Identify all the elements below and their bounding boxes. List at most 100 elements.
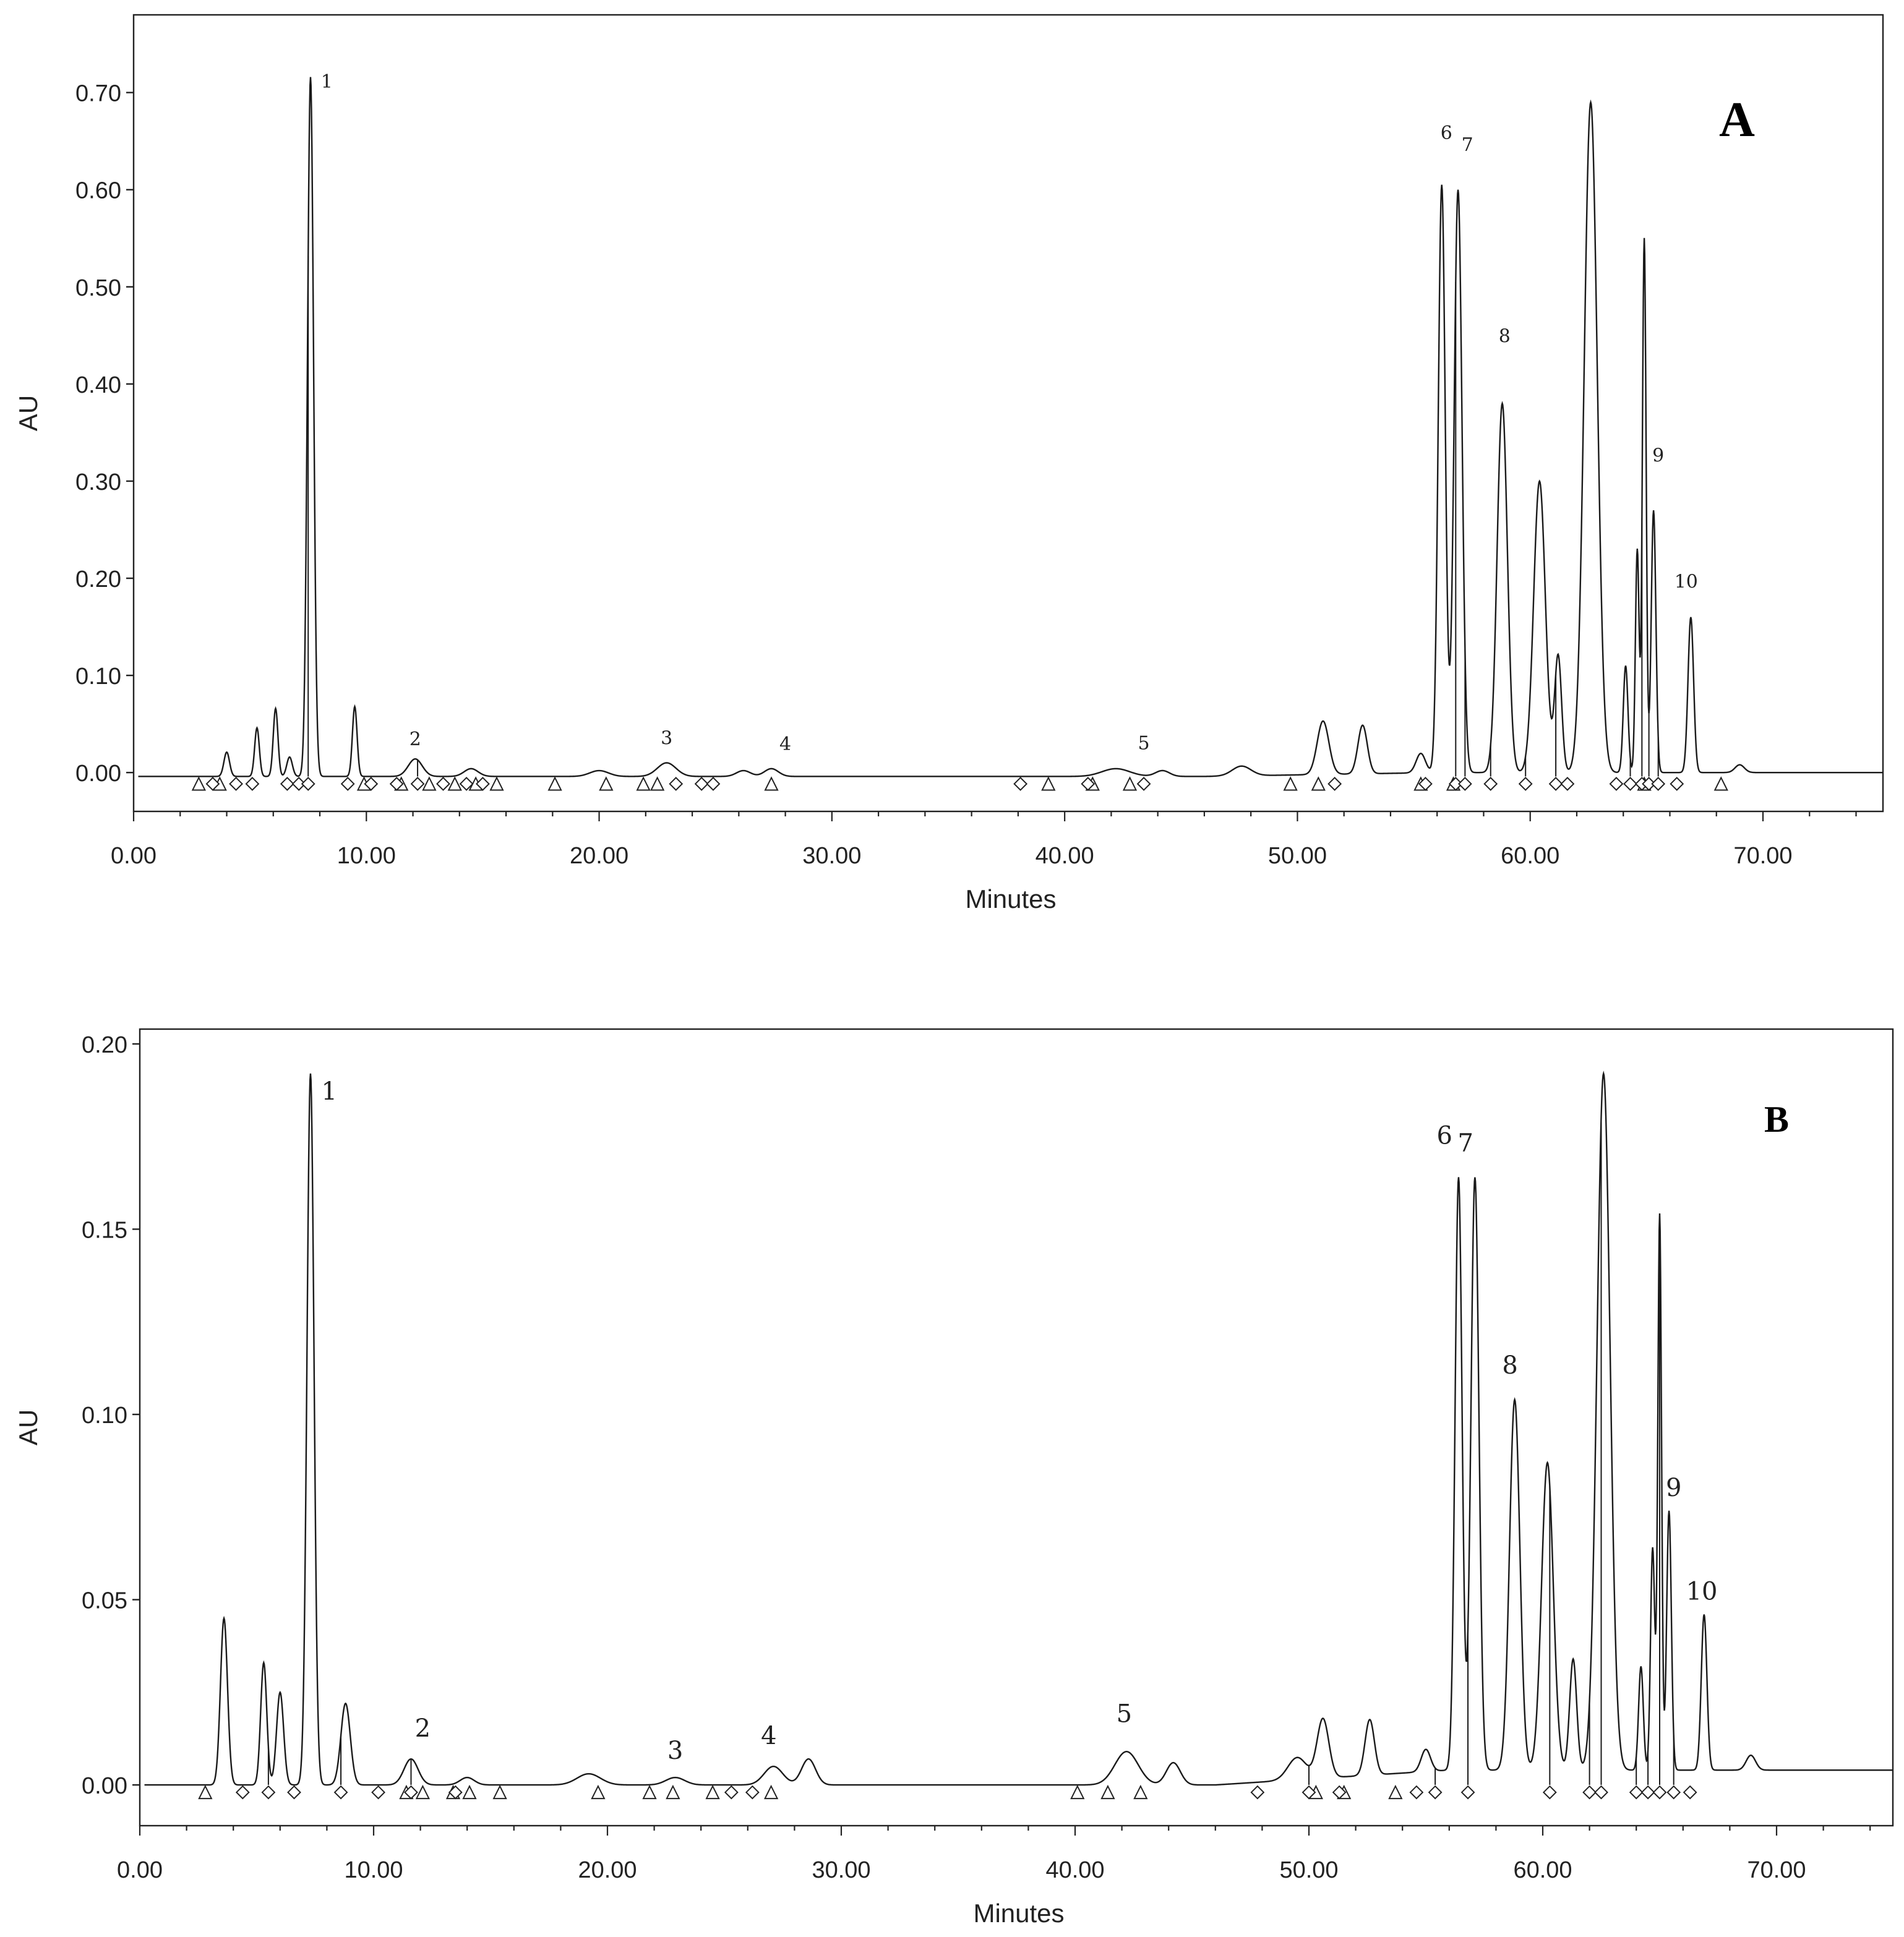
panel-a-peak-start-marker xyxy=(547,776,562,791)
panel-b-peak-end-marker xyxy=(1629,1785,1644,1800)
panel-b-peak-end-marker xyxy=(745,1785,760,1800)
panel-a-peak-end-marker xyxy=(291,777,306,791)
panel-b-peak-start-marker xyxy=(1388,1784,1403,1800)
panel-a-y-axis-label: AU xyxy=(14,395,43,431)
panel-b-peak-end-marker xyxy=(287,1785,301,1800)
panel-b-peak-label: 2 xyxy=(415,1714,431,1743)
chromatogram-panel-b: 0.00 0.05 0.10 0.15 0.20 0.00 10.00 20.00 30.00 4… xyxy=(14,1028,1894,1928)
panel-a-peak-start-marker xyxy=(1283,776,1298,791)
panel-b-peak-label: 8 xyxy=(1502,1351,1517,1380)
panel-a-peak-start-marker xyxy=(447,776,462,791)
panel-b-y-tick-label: 0.15 xyxy=(82,1217,127,1243)
panel-a-peak-end-marker xyxy=(229,777,243,791)
panel-a-peak-end-marker xyxy=(245,777,260,791)
panel-a-peak-label: 4 xyxy=(779,733,791,755)
panel-b-peak-end-marker xyxy=(1301,1785,1316,1800)
panel-b-peak-start-marker xyxy=(591,1784,606,1800)
panel-a-peak-start-marker xyxy=(1122,776,1138,791)
panel-a-peak-end-marker xyxy=(1483,777,1498,791)
panel-a-x-tick-label: 20.00 xyxy=(570,843,628,869)
panel-a-y-tick-label: 0.10 xyxy=(75,664,121,690)
panel-a-peak-end-marker xyxy=(1327,777,1342,791)
panel-b-peak-end-marker xyxy=(1332,1785,1347,1800)
panel-a-peak-label: 9 xyxy=(1652,445,1664,467)
panel-b-x-tick-label: 60.00 xyxy=(1513,1857,1572,1883)
panel-b-peak-label: 9 xyxy=(1666,1474,1681,1502)
panel-a-peak-end-marker xyxy=(1651,777,1666,791)
panel-a-x-tick-label: 70.00 xyxy=(1733,843,1792,869)
panel-b-peak-label: 4 xyxy=(761,1722,776,1750)
panel-b-x-tick-label: 0.00 xyxy=(117,1857,163,1883)
panel-b-peak-end-marker xyxy=(404,1785,418,1800)
panel-a-peak-label: 3 xyxy=(661,728,672,750)
panel-a-peak-end-marker xyxy=(1448,777,1463,791)
panel-b-peak-label: 7 xyxy=(1458,1129,1473,1158)
panel-b-peak-label: 10 xyxy=(1686,1578,1718,1606)
panel-a-peak-label: 1 xyxy=(321,71,333,93)
panel-a-peak-label: 5 xyxy=(1138,732,1150,754)
panel-b-x-tick-label: 10.00 xyxy=(344,1857,403,1883)
panel-a-chromatogram-trace xyxy=(138,77,1883,777)
panel-b-peak-start-marker xyxy=(642,1784,657,1800)
panel-a-peak-end-marker xyxy=(669,777,684,791)
panel-a-peak-label: 8 xyxy=(1499,325,1511,347)
panel-a-peak-end-marker xyxy=(694,777,709,791)
panel-a-peak-end-marker xyxy=(476,777,490,791)
panel-a-peak-start-marker xyxy=(1713,776,1728,791)
panel-a-peak-end-marker xyxy=(436,777,450,791)
panel-b-y-tick-label: 0.20 xyxy=(82,1032,127,1058)
panel-a-peak-end-marker xyxy=(1457,777,1472,791)
panel-b-peak-end-marker xyxy=(261,1785,276,1800)
panel-a-peak-start-marker xyxy=(764,776,779,791)
panel-b-peak-label: 6 xyxy=(1437,1122,1452,1150)
panel-a-peak-end-marker xyxy=(1418,777,1433,791)
panel-a-x-axis-label: Minutes xyxy=(965,884,1056,913)
panel-a-peak-label: 10 xyxy=(1675,571,1698,593)
panel-a-peak-end-marker xyxy=(1609,777,1624,791)
panel-a-y-tick-label: 0.30 xyxy=(75,469,121,495)
panel-a-y-tick-label: 0.20 xyxy=(75,567,121,592)
chromatogram-panel-a: 0.00 0.10 0.20 0.30 0.40 0.50 0.60 0.70 0.00 10.0… xyxy=(14,14,1884,913)
panel-b-peak-end-marker xyxy=(1666,1785,1681,1800)
panel-b-peak-label: 3 xyxy=(667,1737,683,1765)
panel-b-y-axis-label: AU xyxy=(14,1409,43,1445)
panel-a-peak-end-marker xyxy=(389,777,404,791)
panel-a-peak-end-marker xyxy=(1642,777,1657,791)
panel-a-peak-end-marker xyxy=(459,777,474,791)
panel-a-peak-end-marker xyxy=(1136,777,1151,791)
panel-b-y-tick-label: 0.00 xyxy=(82,1773,127,1799)
panel-b-peak-start-marker xyxy=(462,1784,477,1800)
panel-a-y-tick-label: 0.70 xyxy=(75,81,121,107)
panel-b-x-tick-label: 70.00 xyxy=(1747,1857,1806,1883)
panel-b-peak-start-marker xyxy=(705,1784,720,1800)
panel-a-y-tick-label: 0.40 xyxy=(75,372,121,398)
panel-a-x-tick-label: 30.00 xyxy=(802,843,861,869)
panel-b-peak-start-marker xyxy=(666,1784,680,1800)
panel-a-peak-start-marker xyxy=(422,776,437,791)
panel-a-peak-end-marker xyxy=(410,777,425,791)
panel-b-peak-start-marker xyxy=(198,1784,213,1800)
panel-a-peak-end-marker xyxy=(706,777,721,791)
panel-a-peak-start-marker xyxy=(1041,776,1056,791)
panel-b-peak-start-marker xyxy=(1133,1784,1148,1800)
panel-a-peak-end-marker xyxy=(1623,777,1637,791)
panel-b-peak-end-marker xyxy=(1652,1785,1667,1800)
panel-a-peak-end-marker xyxy=(340,777,355,791)
panel-b-peak-end-marker xyxy=(333,1785,348,1800)
panel-a-peak-end-marker xyxy=(1560,777,1575,791)
panel-a-peak-end-marker xyxy=(1518,777,1533,791)
panel-a-peak-start-marker xyxy=(599,776,614,791)
panel-b-peak-end-marker xyxy=(724,1785,739,1800)
panel-b-peak-end-marker xyxy=(1428,1785,1443,1800)
panel-a-x-tick-label: 0.00 xyxy=(111,843,157,869)
panel-a-x-tick-label: 10.00 xyxy=(337,843,396,869)
panel-a-y-tick-label: 0.50 xyxy=(75,275,121,301)
panel-a-peak-end-marker xyxy=(1670,777,1684,791)
panel-a-peak-end-marker xyxy=(364,777,379,791)
panel-b-x-tick-label: 30.00 xyxy=(812,1857,870,1883)
panel-b-plot-frame xyxy=(139,1028,1894,1827)
panel-a-x-tick-label: 50.00 xyxy=(1268,843,1327,869)
panel-b-peak-end-marker xyxy=(1582,1785,1597,1800)
panel-a-peak-start-marker xyxy=(650,776,665,791)
panel-b-peak-end-marker xyxy=(235,1785,250,1800)
